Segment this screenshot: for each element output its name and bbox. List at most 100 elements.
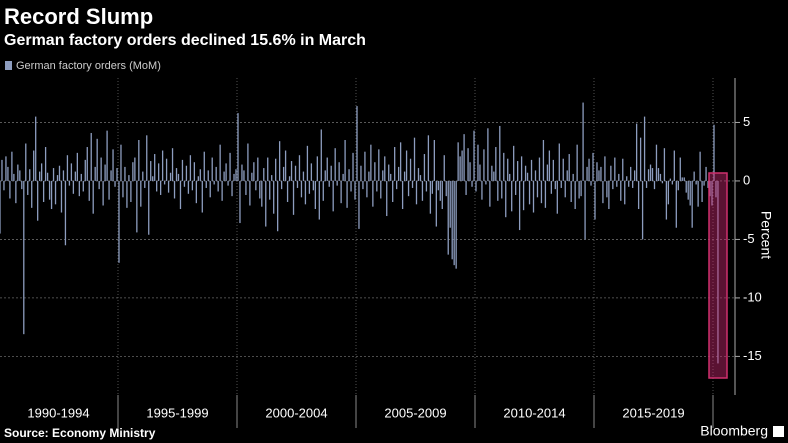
y-tick-label: -5 <box>743 231 755 246</box>
bar <box>237 113 239 181</box>
bar <box>239 180 241 224</box>
bar <box>312 180 315 191</box>
bar <box>382 170 384 181</box>
bar <box>27 180 29 195</box>
bar <box>277 180 279 232</box>
bar <box>78 180 80 197</box>
bar <box>580 180 582 197</box>
bar <box>215 166 217 181</box>
bar <box>163 180 166 185</box>
bar <box>536 180 539 198</box>
bar <box>15 180 17 204</box>
bar <box>275 158 277 181</box>
bar <box>201 180 203 213</box>
bar <box>649 164 652 181</box>
bar <box>233 173 235 181</box>
legend-swatch <box>5 61 12 70</box>
bar <box>336 180 338 186</box>
bar <box>451 180 453 260</box>
bar <box>42 180 45 202</box>
bar <box>82 180 84 192</box>
bar <box>515 180 517 195</box>
bar <box>546 164 549 181</box>
bar <box>560 180 562 188</box>
bar <box>411 180 414 188</box>
bar <box>209 180 211 198</box>
bar <box>221 180 223 201</box>
bar <box>21 180 23 190</box>
legend-label: German factory orders (MoM) <box>16 60 161 72</box>
bar <box>445 180 447 197</box>
bar <box>423 154 426 181</box>
bar <box>584 180 586 240</box>
bar <box>177 173 180 181</box>
bar <box>487 128 489 181</box>
bar <box>469 162 471 181</box>
bar <box>66 155 69 181</box>
bar <box>318 180 320 220</box>
bar <box>586 166 588 181</box>
bar <box>483 149 485 181</box>
bar <box>33 150 35 181</box>
bar <box>90 132 92 181</box>
bar <box>356 106 358 181</box>
bar <box>46 172 49 181</box>
bar <box>122 180 124 198</box>
bar <box>124 166 126 181</box>
bar <box>161 150 164 181</box>
bar <box>439 180 441 201</box>
bar <box>265 180 267 227</box>
bar <box>74 171 77 181</box>
bar <box>278 141 281 181</box>
bar <box>292 180 295 215</box>
bar <box>259 180 261 199</box>
bar <box>610 165 612 181</box>
bar <box>76 152 78 181</box>
bar <box>150 161 152 181</box>
bar <box>199 169 201 181</box>
bar <box>403 171 406 181</box>
bar <box>158 163 160 181</box>
bar <box>39 171 41 181</box>
bar <box>88 180 90 201</box>
bar <box>683 177 685 181</box>
bar <box>25 143 27 181</box>
bar <box>11 151 13 181</box>
bar <box>286 180 289 202</box>
bar <box>566 170 568 181</box>
bar <box>667 180 670 205</box>
bar <box>562 158 564 181</box>
brand-logo <box>773 426 784 437</box>
plot-area: 5 0 -5 -10 -15 1990-1994 1995-1999 2000-2004 200… <box>0 78 762 428</box>
bar <box>136 180 138 233</box>
x-group-label: 1995-1999 <box>146 405 208 420</box>
bar <box>507 158 509 181</box>
bar <box>409 158 412 181</box>
bar <box>197 176 199 181</box>
bar <box>332 180 334 212</box>
bar <box>578 180 580 199</box>
bar <box>407 180 410 197</box>
bar <box>522 180 525 211</box>
bar <box>348 169 350 181</box>
bar <box>497 180 499 201</box>
bar <box>413 137 416 181</box>
bar <box>463 134 465 181</box>
bar <box>64 180 67 246</box>
bar <box>364 151 366 181</box>
x-group-label: 2005-2009 <box>384 405 446 420</box>
bar <box>380 180 382 199</box>
bar <box>429 180 432 214</box>
bar <box>681 177 683 181</box>
bar <box>342 173 344 181</box>
bar <box>415 180 418 205</box>
bar <box>449 180 451 228</box>
bar <box>659 173 662 181</box>
bar <box>110 170 112 181</box>
bar <box>612 180 614 190</box>
brand: Bloomberg <box>700 423 768 439</box>
bar <box>0 180 1 234</box>
bar <box>191 180 194 191</box>
bar <box>189 155 192 181</box>
bar <box>245 180 247 195</box>
